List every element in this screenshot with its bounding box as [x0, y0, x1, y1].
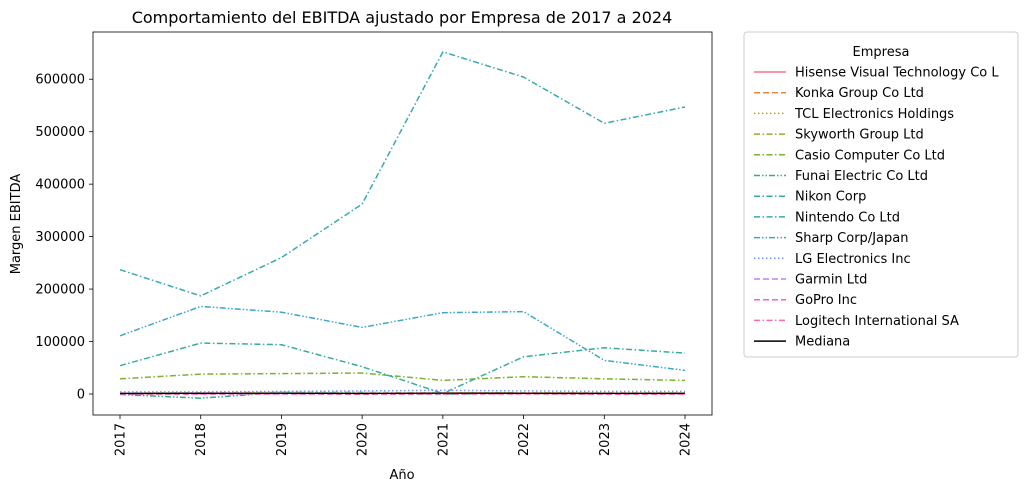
x-tick-label: 2021 [436, 423, 451, 456]
legend-label: Konka Group Co Ltd [795, 86, 924, 101]
plot-series [120, 52, 685, 398]
legend-label: Sharp Corp/Japan [795, 231, 908, 246]
y-tick-label: 200000 [35, 283, 85, 298]
legend-label: GoPro Inc [795, 293, 857, 308]
legend-label: Garmin Ltd [795, 273, 867, 288]
legend-label: Skyworth Group Ltd [795, 128, 924, 143]
legend-label: TCL Electronics Holdings [794, 107, 954, 122]
y-tick-label: 0 [77, 388, 85, 403]
legend-label: Nikon Corp [795, 190, 866, 205]
x-tick-label: 2017 [114, 423, 129, 456]
chart-title: Comportamiento del EBITDA ajustado por E… [132, 8, 673, 27]
series-line-8 [120, 306, 685, 370]
x-tick-label: 2023 [598, 423, 613, 456]
y-tick-label: 100000 [35, 335, 85, 350]
legend-label: Logitech International SA [795, 314, 959, 329]
series-line-4 [120, 373, 685, 380]
x-tick-label: 2024 [679, 423, 694, 456]
plot-frame [93, 32, 712, 415]
legend-label: LG Electronics Inc [795, 252, 911, 267]
y-tick-label: 600000 [35, 73, 85, 88]
series-line-9 [120, 390, 685, 392]
x-tick-label: 2020 [356, 423, 371, 456]
legend-title: Empresa [853, 45, 910, 60]
legend: Empresa Hisense Visual Technology Co L Ko… [744, 32, 1018, 357]
legend-label: Hisense Visual Technology Co L [795, 66, 999, 81]
y-tick-label: 400000 [35, 178, 85, 193]
y-axis-label: Margen EBITDA [9, 174, 24, 275]
x-axis: 2017 2018 2019 2020 2021 2022 2023 2024 [114, 415, 694, 456]
legend-label: Mediana [795, 335, 850, 350]
legend-label: Nintendo Co Ltd [795, 210, 900, 225]
series-line-7 [120, 52, 685, 296]
legend-label: Funai Electric Co Ltd [795, 169, 928, 184]
x-tick-label: 2022 [517, 423, 532, 456]
x-tick-label: 2019 [275, 423, 290, 456]
series-line-6 [120, 343, 685, 393]
y-tick-label: 500000 [35, 125, 85, 140]
x-axis-label: Año [389, 468, 414, 483]
y-axis: 0 100000 200000 300000 400000 500000 600000 [35, 73, 93, 403]
legend-box [744, 32, 1018, 357]
legend-label: Casio Computer Co Ltd [795, 148, 945, 163]
y-tick-label: 300000 [35, 230, 85, 245]
x-tick-label: 2018 [194, 423, 209, 456]
